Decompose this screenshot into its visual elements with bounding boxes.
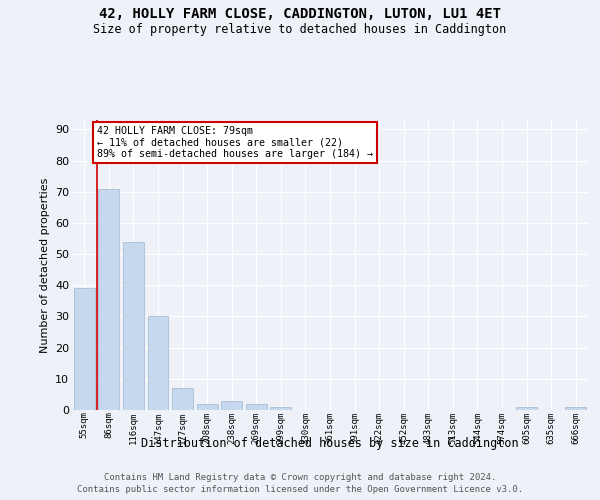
Y-axis label: Number of detached properties: Number of detached properties xyxy=(40,178,50,352)
Bar xyxy=(74,288,95,410)
Text: 42 HOLLY FARM CLOSE: 79sqm
← 11% of detached houses are smaller (22)
89% of semi: 42 HOLLY FARM CLOSE: 79sqm ← 11% of deta… xyxy=(97,126,373,160)
Bar xyxy=(148,316,169,410)
Text: Distribution of detached houses by size in Caddington: Distribution of detached houses by size … xyxy=(141,438,519,450)
Bar xyxy=(197,404,218,410)
Bar xyxy=(271,407,292,410)
Bar xyxy=(123,242,144,410)
Bar xyxy=(98,188,119,410)
Bar xyxy=(221,400,242,410)
Text: Size of property relative to detached houses in Caddington: Size of property relative to detached ho… xyxy=(94,22,506,36)
Text: Contains HM Land Registry data © Crown copyright and database right 2024.: Contains HM Land Registry data © Crown c… xyxy=(104,473,496,482)
Text: Contains public sector information licensed under the Open Government Licence v3: Contains public sector information licen… xyxy=(77,486,523,494)
Bar xyxy=(565,407,586,410)
Bar xyxy=(246,404,267,410)
Bar xyxy=(516,407,537,410)
Text: 42, HOLLY FARM CLOSE, CADDINGTON, LUTON, LU1 4ET: 42, HOLLY FARM CLOSE, CADDINGTON, LUTON,… xyxy=(99,6,501,20)
Bar xyxy=(172,388,193,410)
